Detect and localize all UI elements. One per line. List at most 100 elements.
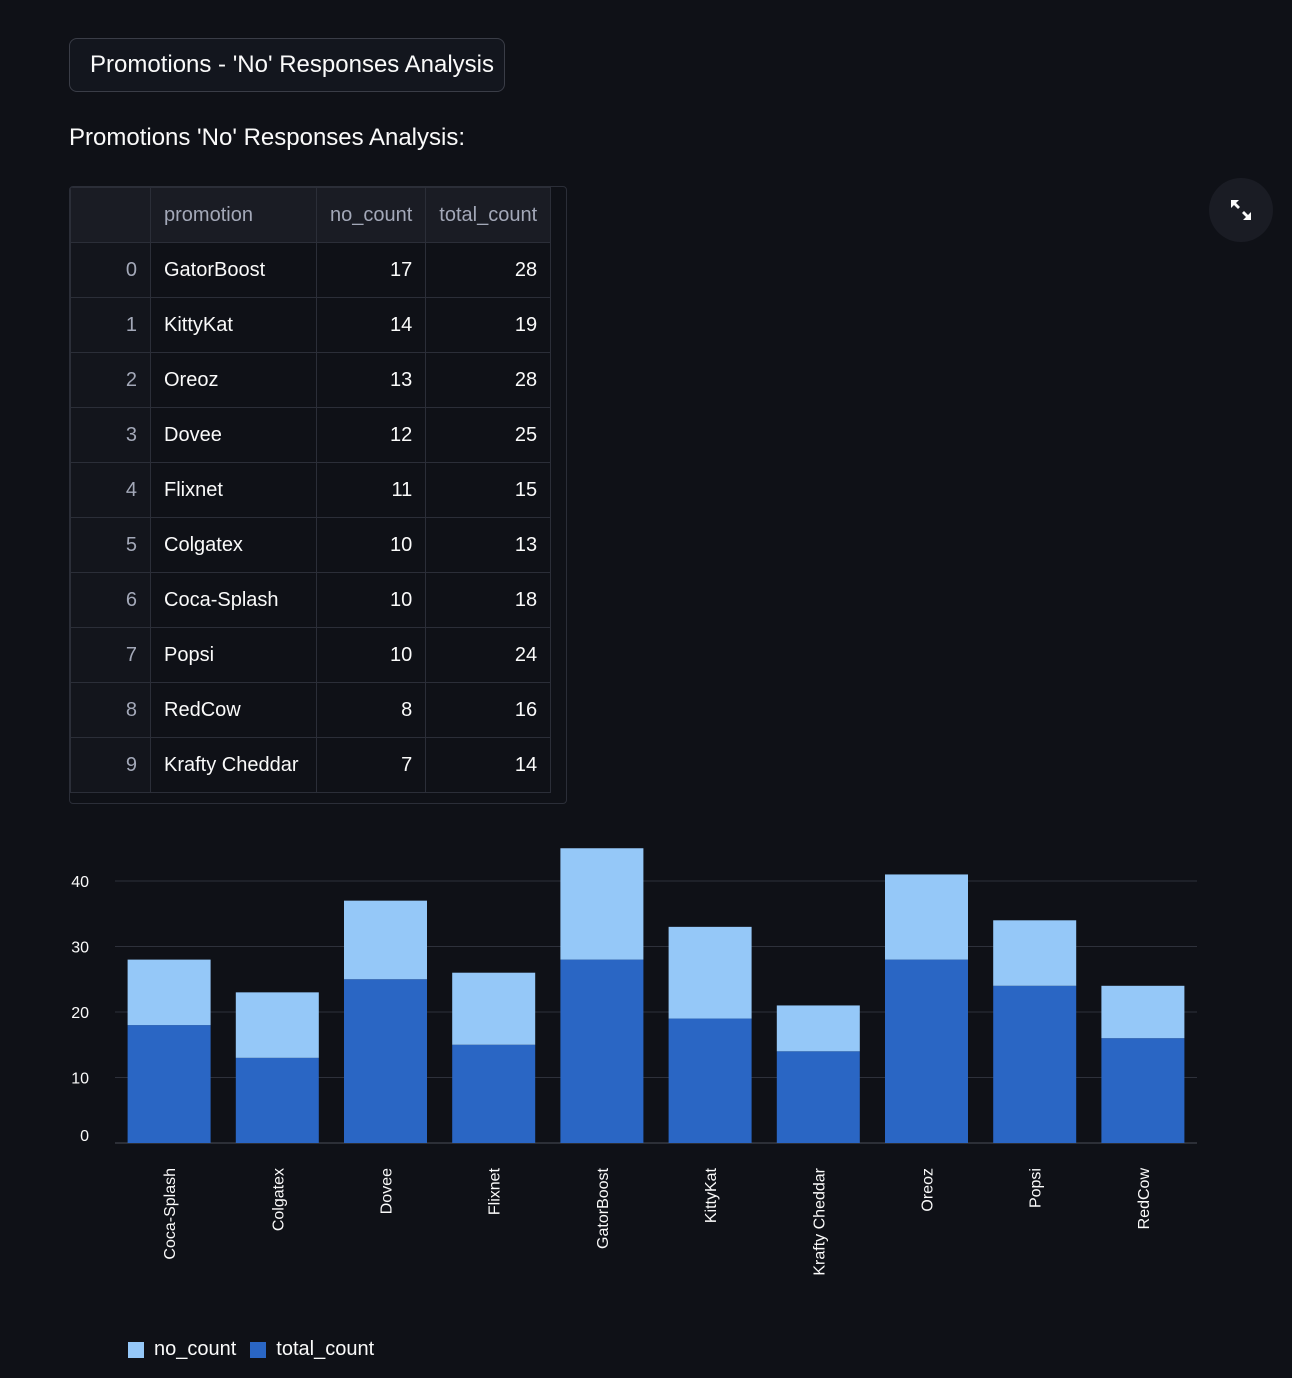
fullscreen-icon — [1231, 200, 1251, 220]
x-tick-label: Oreoz — [920, 1168, 937, 1212]
bar-total-count — [993, 985, 1077, 1143]
row-index: 6 — [70, 572, 151, 628]
x-tick-label: Coca-Splash — [162, 1168, 179, 1260]
total-count-cell: 28 — [425, 242, 552, 298]
y-tick-label: 0 — [80, 1128, 89, 1145]
bar-total-count — [127, 1025, 211, 1143]
bar-no-count — [560, 848, 644, 960]
bar-no-count — [127, 959, 211, 1026]
bar-total-count — [776, 1051, 860, 1143]
total-count-cell: 28 — [425, 352, 552, 408]
bar-no-count — [668, 926, 752, 1019]
no-count-cell: 10 — [315, 517, 427, 573]
total-count-cell: 16 — [425, 682, 552, 738]
no-count-cell: 12 — [315, 407, 427, 463]
table-row[interactable]: 1 KittyKat 14 19 — [70, 297, 552, 353]
promotion-cell: KittyKat — [150, 297, 317, 353]
legend-item-no-count[interactable]: no_count — [128, 1338, 236, 1361]
table-row[interactable]: 6 Coca-Splash 10 18 — [70, 572, 552, 628]
promotions-analysis-button-label: Promotions - 'No' Responses Analysis — [90, 51, 495, 78]
x-tick-label: RedCow — [1136, 1168, 1153, 1230]
no-count-header[interactable]: no_count — [315, 187, 427, 243]
bar-no-count — [452, 972, 536, 1045]
total-count-header[interactable]: total_count — [425, 187, 552, 243]
no-count-cell: 17 — [315, 242, 427, 298]
legend-label-no-count: no_count — [154, 1338, 237, 1360]
row-index: 5 — [70, 517, 151, 573]
bar-total-count — [235, 1057, 319, 1143]
table-row[interactable]: 0 GatorBoost 17 28 — [70, 242, 552, 298]
x-tick-label: GatorBoost — [595, 1167, 612, 1248]
bar-no-count — [235, 992, 319, 1058]
table-row[interactable]: 3 Dovee 12 25 — [70, 407, 552, 463]
table-row[interactable]: 5 Colgatex 10 13 — [70, 517, 552, 573]
no-count-cell: 13 — [315, 352, 427, 408]
total-count-cell: 25 — [425, 407, 552, 463]
bar-no-count — [993, 920, 1077, 986]
total-count-cell: 14 — [425, 737, 552, 793]
row-index: 2 — [70, 352, 151, 408]
total-count-cell: 19 — [425, 297, 552, 353]
x-tick-label: Colgatex — [270, 1168, 287, 1231]
promotion-cell: Flixnet — [150, 462, 317, 518]
no-count-cell: 10 — [315, 627, 427, 683]
no-count-cell: 14 — [315, 297, 427, 353]
y-tick-label: 20 — [71, 1005, 89, 1022]
row-index: 1 — [70, 297, 151, 353]
no-count-cell: 11 — [315, 462, 427, 518]
total-count-cell: 18 — [425, 572, 552, 628]
row-index: 4 — [70, 462, 151, 518]
legend-swatch-no-count — [128, 1341, 144, 1358]
bar-total-count — [1101, 1038, 1185, 1143]
bar-no-count — [885, 874, 968, 960]
total-count-cell: 24 — [425, 627, 552, 683]
table-header-row: promotion no_count total_count — [70, 187, 552, 243]
x-tick-label: Krafty Cheddar — [811, 1167, 828, 1275]
fullscreen-button[interactable] — [1209, 178, 1273, 242]
index-header — [70, 187, 151, 243]
promotion-cell: GatorBoost — [150, 242, 317, 298]
promotion-cell: Oreoz — [150, 352, 317, 408]
table-row[interactable]: 9 Krafty Cheddar 7 14 — [70, 737, 552, 793]
bar-total-count — [344, 979, 427, 1143]
bar-no-count — [344, 900, 427, 980]
promotion-cell: Popsi — [150, 627, 317, 683]
y-tick-label: 30 — [71, 940, 89, 957]
y-tick-label: 40 — [71, 874, 89, 891]
legend-swatch-total-count — [250, 1341, 267, 1358]
promotion-header[interactable]: promotion — [150, 187, 317, 243]
no-count-cell: 7 — [315, 737, 427, 793]
legend-item-total-count[interactable]: total_count — [250, 1338, 374, 1361]
section-subtitle: Promotions 'No' Responses Analysis: — [69, 124, 466, 151]
x-tick-label: KittyKat — [703, 1167, 720, 1223]
chart-legend: no_count total_count — [128, 1338, 374, 1361]
x-tick-label: Popsi — [1028, 1168, 1045, 1208]
x-tick-label: Flixnet — [487, 1167, 504, 1215]
row-index: 8 — [70, 682, 151, 738]
bar-total-count — [452, 1044, 536, 1143]
table-row[interactable]: 8 RedCow 8 16 — [70, 682, 552, 738]
no-count-cell: 10 — [315, 572, 427, 628]
promotion-cell: Krafty Cheddar — [150, 737, 317, 793]
total-count-cell: 13 — [425, 517, 552, 573]
stacked-bar-chart: 0 10 20 30 40 Coca-Splash Colgatex Dovee Flixnet… — [71, 848, 1197, 1276]
table-row[interactable]: 7 Popsi 10 24 — [70, 627, 552, 683]
total-count-cell: 15 — [425, 462, 552, 518]
promotion-cell: Colgatex — [150, 517, 317, 573]
bar-total-count — [668, 1018, 752, 1143]
promotion-cell: Dovee — [150, 407, 317, 463]
row-index: 3 — [70, 407, 151, 463]
row-index: 9 — [70, 737, 151, 793]
bar-no-count — [1101, 985, 1185, 1039]
row-index: 0 — [70, 242, 151, 298]
no-count-cell: 8 — [315, 682, 427, 738]
promotion-cell: RedCow — [150, 682, 317, 738]
table-row[interactable]: 4 Flixnet 11 15 — [70, 462, 552, 518]
y-tick-label: 10 — [71, 1071, 89, 1088]
bar-total-count — [885, 959, 968, 1143]
promotions-analysis-button[interactable]: Promotions - 'No' Responses Analysis — [69, 38, 505, 92]
legend-label-total-count: total_count — [276, 1338, 375, 1360]
x-tick-label: Dovee — [379, 1168, 396, 1214]
table-row[interactable]: 2 Oreoz 13 28 — [70, 352, 552, 408]
data-table[interactable]: promotion no_count total_count 0 GatorBo… — [69, 186, 567, 804]
